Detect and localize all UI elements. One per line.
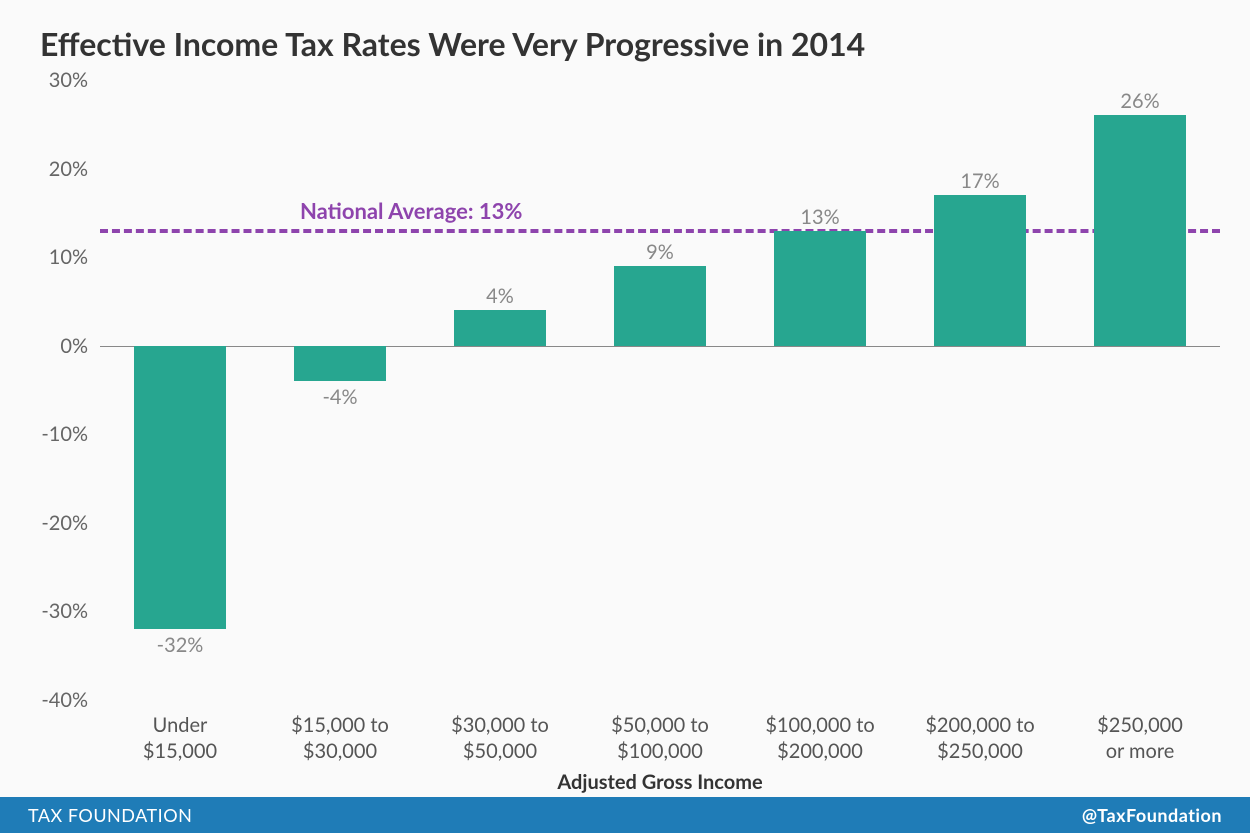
footer-bar: TAX FOUNDATION @TaxFoundation: [0, 797, 1250, 833]
chart-plot-area: -40%-30%-20%-10%0%10%20%30%National Aver…: [100, 80, 1220, 700]
bar: [134, 346, 227, 629]
x-tick-label: $200,000 to $250,000: [925, 712, 1034, 764]
bar: [454, 310, 547, 345]
footer-handle: @TaxFoundation: [1082, 804, 1222, 826]
zero-axis-line: [100, 346, 1220, 347]
bar-value-label: 4%: [486, 284, 514, 308]
bar: [1094, 115, 1187, 345]
y-tick-label: 30%: [28, 68, 88, 92]
y-tick-label: -20%: [28, 511, 88, 535]
y-tick-label: 20%: [28, 157, 88, 181]
bar: [774, 231, 867, 346]
y-tick-label: 0%: [28, 334, 88, 358]
y-tick-label: 10%: [28, 245, 88, 269]
footer-org: TAX FOUNDATION: [28, 804, 192, 826]
x-tick-label: Under $15,000: [143, 712, 217, 764]
bar-value-label: -32%: [157, 633, 204, 657]
y-tick-label: -40%: [28, 688, 88, 712]
bar: [934, 195, 1027, 346]
x-tick-label: $50,000 to $100,000: [611, 712, 709, 764]
y-tick-label: -30%: [28, 599, 88, 623]
x-axis-title: Adjusted Gross Income: [557, 770, 762, 794]
bar: [294, 346, 387, 381]
x-tick-label: $100,000 to $200,000: [765, 712, 874, 764]
reference-line: [100, 229, 1220, 233]
bar-value-label: 9%: [646, 240, 674, 264]
chart-container: Effective Income Tax Rates Were Very Pro…: [0, 0, 1250, 833]
y-tick-label: -10%: [28, 422, 88, 446]
reference-line-label: National Average: 13%: [300, 197, 522, 224]
bar: [614, 266, 707, 346]
x-tick-label: $250,000 or more: [1097, 712, 1183, 764]
x-tick-label: $15,000 to $30,000: [291, 712, 389, 764]
bar-value-label: 26%: [1120, 89, 1159, 113]
bar-value-label: 17%: [960, 169, 999, 193]
bar-value-label: 13%: [800, 205, 839, 229]
chart-title: Effective Income Tax Rates Were Very Pro…: [40, 24, 865, 63]
bar-value-label: -4%: [322, 385, 357, 409]
x-tick-label: $30,000 to $50,000: [451, 712, 549, 764]
